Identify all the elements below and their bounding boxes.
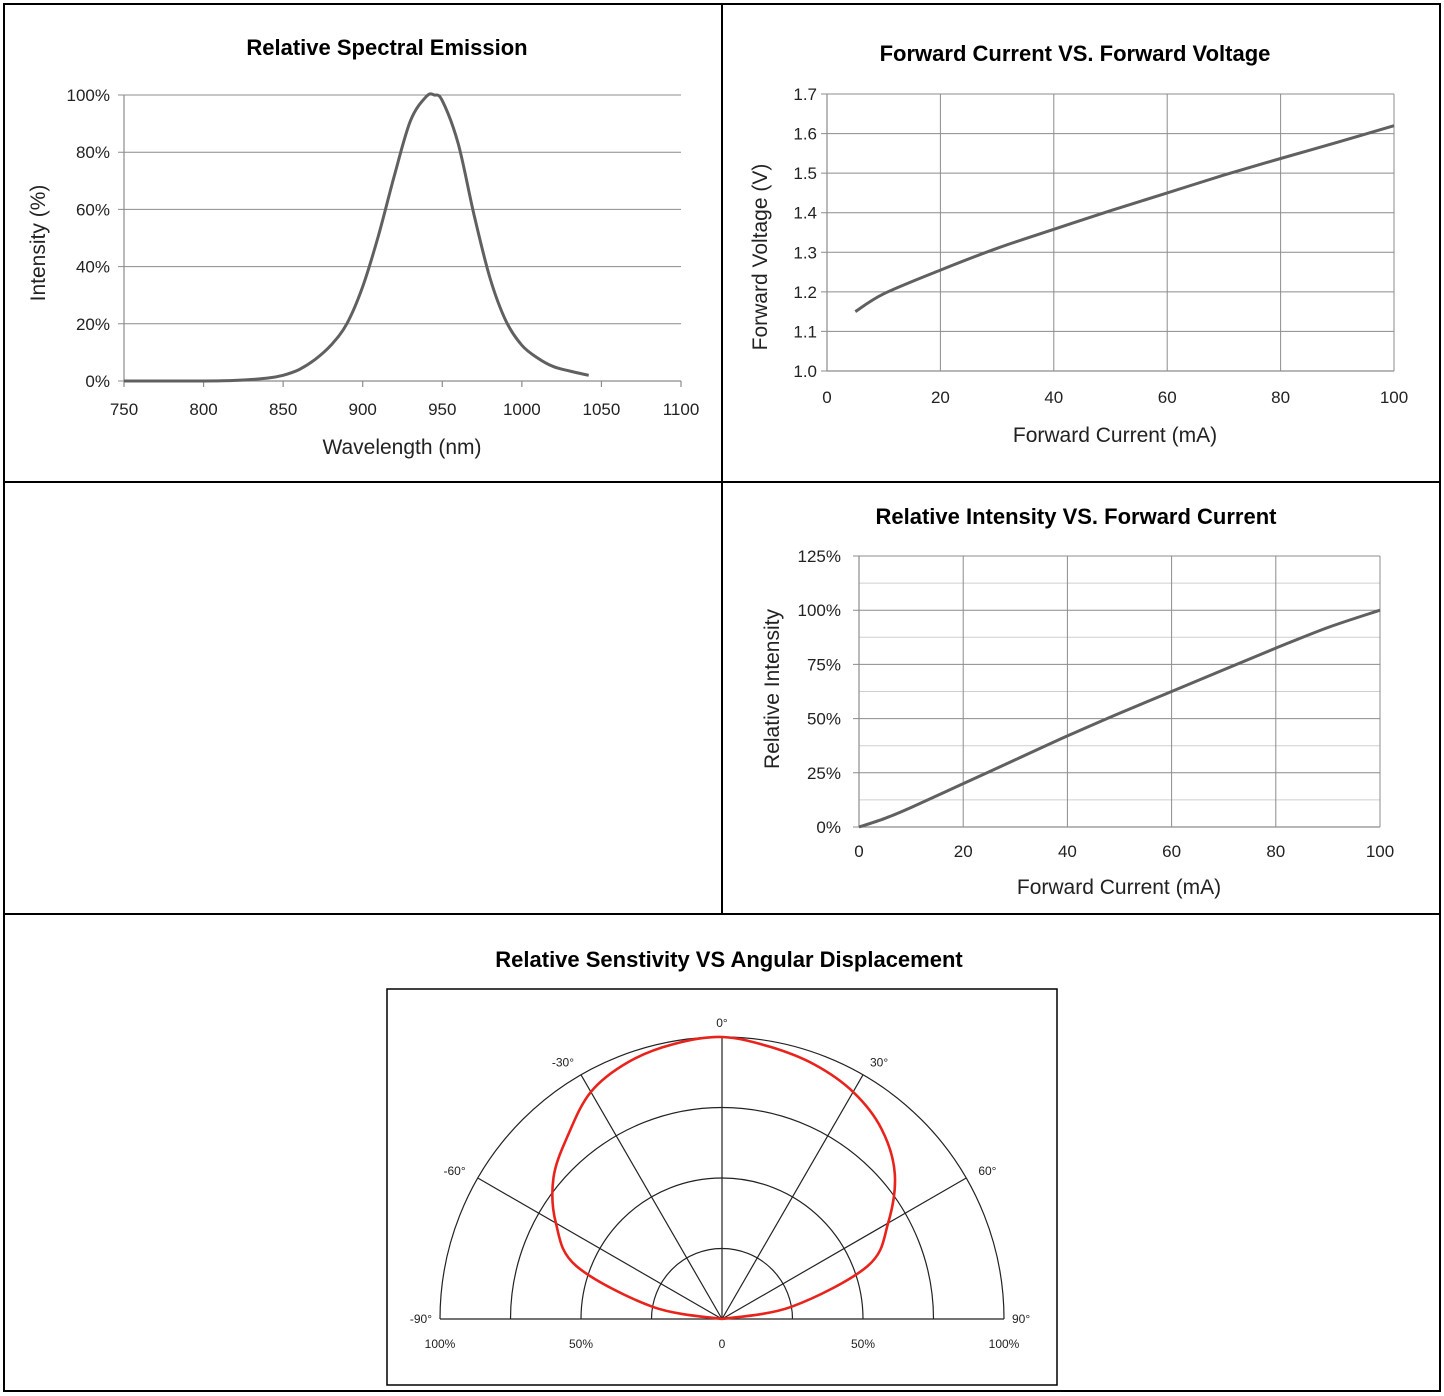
forward-voltage-panel: Forward Current VS. Forward Voltage 1.0 1… [723,5,1439,486]
y-tick-label: 40% [76,258,110,277]
x-tick-label: 80 [1266,842,1285,861]
column-divider [721,3,723,915]
polar-spoke [580,1074,723,1320]
y-tick-label: 1.3 [793,243,817,262]
polar-radial-label: 50% [569,1337,593,1351]
x-tick-label: 60 [1158,388,1177,407]
polar-angle-label: 60° [978,1164,996,1178]
spectral-emission-title: Relative Spectral Emission [246,35,527,60]
x-tick-label: 1050 [583,400,621,419]
x-tick-label: 1000 [503,400,541,419]
x-tick-label: 100 [1380,388,1408,407]
angular-displacement-series [551,1035,897,1321]
polar-radial-label: 50% [851,1337,875,1351]
forward-voltage-title: Forward Current VS. Forward Voltage [880,41,1271,66]
y-tick-label: 1.7 [793,85,817,104]
y-tick-label: 1.1 [793,322,817,341]
relative-intensity-chart: Relative Intensity VS. Forward Current 0… [761,504,1394,899]
forward-voltage-chart: Forward Current VS. Forward Voltage 1.0 1… [749,41,1408,447]
relative-intensity-series [858,608,1381,829]
polar-angle-label: 90° [1012,1312,1030,1326]
x-tick-label: 20 [931,388,950,407]
x-tick-label: 1100 [663,400,700,419]
polar-radial-label: 0 [719,1337,726,1351]
x-tick-label: 950 [428,400,456,419]
x-tick-label: 20 [954,842,973,861]
y-tick-label: 80% [76,143,110,162]
polar-radial-label: 100% [425,1337,456,1351]
forward-voltage-ylabel: Forward Voltage (V) [749,164,772,351]
relative-intensity-xlabel: Forward Current (mA) [1017,876,1221,899]
relative-intensity-title: Relative Intensity VS. Forward Current [876,504,1278,529]
spectral-emission-xlabel: Wavelength (nm) [322,436,481,459]
x-tick-label: 40 [1058,842,1077,861]
x-tick-label: 100 [1366,842,1394,861]
spectral-emission-chart: Relative Spectral Emission 0% 20% 40% 60% 80… [27,35,700,459]
y-tick-label: 1.6 [793,125,817,144]
angular-displacement-title: Relative Senstivity VS Angular Displacem… [495,947,963,972]
y-tick-label: 75% [807,655,841,674]
polar-angle-label: -90° [410,1312,432,1326]
y-tick-label: 0% [816,818,841,837]
angular-displacement-chart: Relative Senstivity VS Angular Displacem… [386,947,1058,1386]
y-tick-label: 1.2 [793,283,817,302]
relative-intensity-panel: Relative Intensity VS. Forward Current 0… [723,483,1439,918]
polar-spoke [721,1177,967,1320]
y-tick-label: 100% [798,601,841,620]
forward-voltage-xlabel: Forward Current (mA) [1013,424,1217,447]
forward-voltage-series [854,124,1395,313]
x-tick-label: 800 [189,400,217,419]
y-tick-label: 1.4 [793,204,817,223]
x-tick-label: 0 [854,842,863,861]
x-tick-label: 900 [349,400,377,419]
x-tick-label: 750 [110,400,138,419]
y-tick-label: 100% [67,86,110,105]
x-tick-label: 850 [269,400,297,419]
y-tick-label: 50% [807,710,841,729]
y-tick-label: 0% [85,372,110,391]
x-tick-label: 40 [1044,388,1063,407]
spectral-emission-series [123,92,590,383]
y-tick-label: 25% [807,764,841,783]
angular-displacement-panel: Relative Senstivity VS Angular Displacem… [5,915,1439,1396]
y-tick-label: 125% [798,547,841,566]
polar-radial-label: 100% [989,1337,1020,1351]
spectral-emission-panel: Relative Spectral Emission 0% 20% 40% 60% 80… [5,5,721,486]
x-tick-label: 60 [1162,842,1181,861]
polar-angle-label: 0° [716,1016,728,1030]
polar-angle-label: -30° [552,1056,574,1070]
polar-angle-label: 30° [870,1056,888,1070]
polar-angle-label: -60° [444,1164,466,1178]
x-tick-label: 80 [1271,388,1290,407]
y-tick-label: 1.5 [793,164,817,183]
spectral-emission-ylabel: Intensity (%) [27,185,50,302]
polar-spoke [477,1177,723,1320]
y-tick-label: 60% [76,200,110,219]
relative-intensity-ylabel: Relative Intensity [761,609,784,769]
x-tick-label: 0 [822,388,831,407]
polar-spoke [721,1074,864,1320]
y-tick-label: 1.0 [793,362,817,381]
y-tick-label: 20% [76,315,110,334]
